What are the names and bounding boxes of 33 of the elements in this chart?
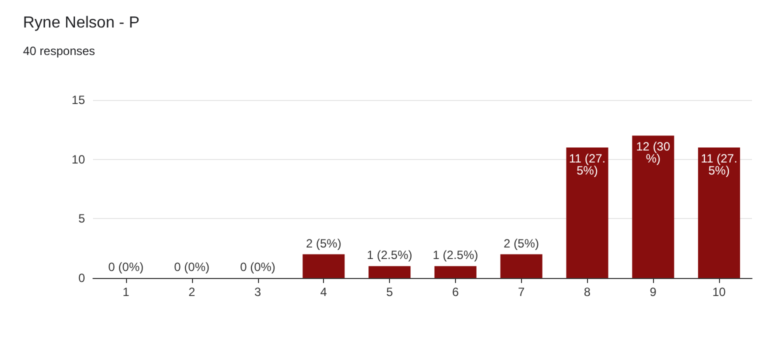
x-tick-label: 1 xyxy=(122,285,130,299)
x-tick-label: 7 xyxy=(518,285,526,299)
chart-title: Ryne Nelson - P xyxy=(23,14,140,32)
data-label: 0 (0%) xyxy=(108,260,144,274)
data-label: 11 (27.5%) xyxy=(569,151,606,178)
bar xyxy=(500,254,542,278)
x-tick-label: 6 xyxy=(452,285,460,299)
data-label: 0 (0%) xyxy=(174,260,210,274)
y-tick-label: 15 xyxy=(72,93,86,107)
x-tick-label: 10 xyxy=(712,285,726,299)
x-tick-label: 9 xyxy=(650,285,657,299)
data-label: 1 (2.5%) xyxy=(432,248,478,262)
chart-subtitle: 40 responses xyxy=(23,44,96,58)
y-tick-label: 0 xyxy=(78,271,86,285)
x-tick-label: 2 xyxy=(188,285,196,299)
bar xyxy=(698,147,740,278)
y-tick-label: 10 xyxy=(72,152,86,166)
data-label: 0 (0%) xyxy=(240,260,276,274)
bar xyxy=(566,147,608,278)
x-tick-label: 3 xyxy=(254,285,262,299)
x-tick-label: 4 xyxy=(320,285,328,299)
data-label: 11 (27.5%) xyxy=(700,151,738,178)
bar xyxy=(368,266,411,278)
y-tick-label: 5 xyxy=(78,212,86,226)
bar xyxy=(434,266,476,278)
x-tick-label: 5 xyxy=(386,285,394,299)
bar xyxy=(302,254,345,278)
bar xyxy=(632,136,674,278)
data-label: 2 (5%) xyxy=(306,236,342,250)
data-label: 1 (2.5%) xyxy=(366,248,412,262)
data-label: 12 (30%) xyxy=(636,140,670,166)
x-tick-label: 8 xyxy=(584,285,591,299)
data-label: 2 (5%) xyxy=(504,236,540,250)
